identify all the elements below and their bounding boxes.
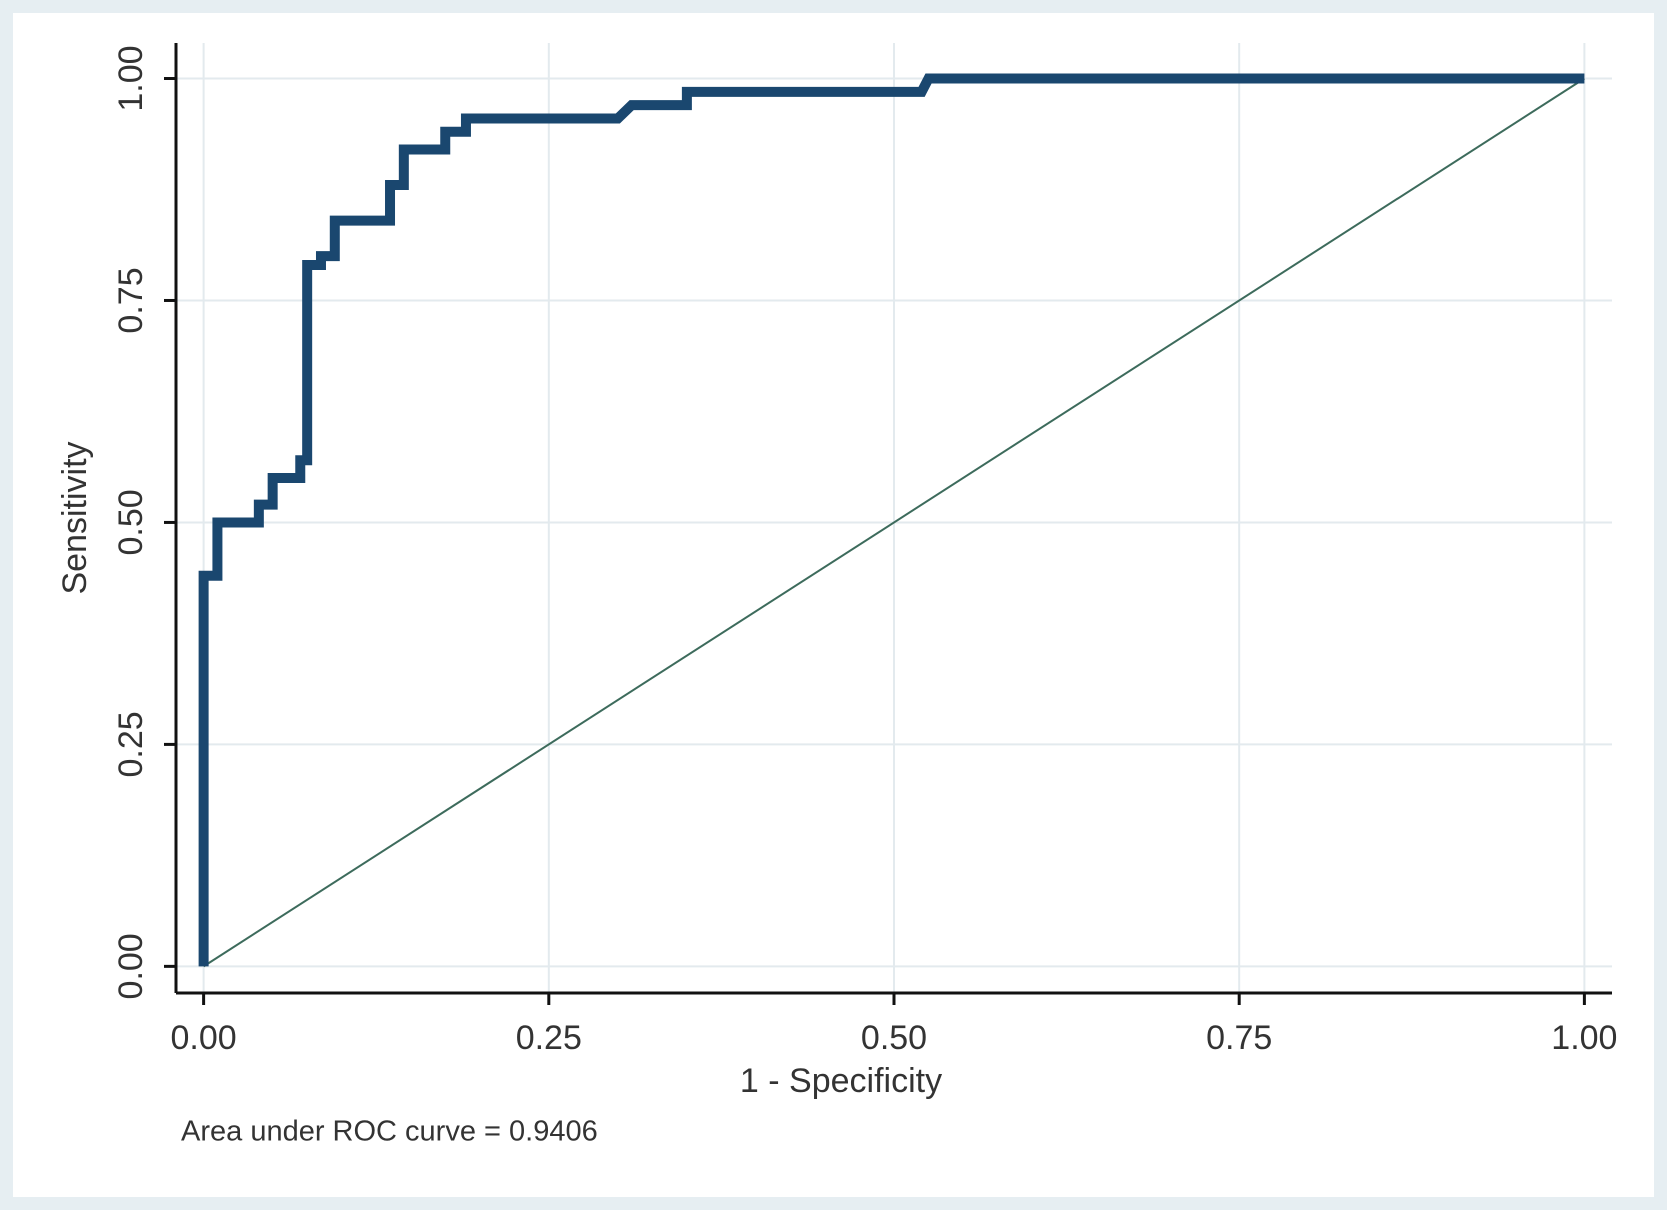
y-tick-label: 0.50 [112,489,150,555]
y-axis-title: Sensitivity [56,441,94,594]
x-tick-label: 0.50 [861,1019,927,1057]
x-tick-label: 0.00 [171,1019,237,1057]
y-tick-label: 0.00 [112,933,150,999]
x-tick-label: 0.75 [1206,1019,1272,1057]
y-tick-label: 1.00 [112,45,150,111]
x-axis-title: 1 - Specificity [740,1062,942,1100]
y-tick-label: 0.75 [112,267,150,333]
y-tick-label: 0.25 [112,711,150,777]
annotation: Area under ROC curve = 0.9406 [181,1116,598,1148]
x-tick-label: 0.25 [516,1019,582,1057]
x-tick-label: 1.00 [1551,1019,1617,1057]
plot-background [13,13,1654,1197]
roc-curve [198,73,1585,967]
reference-line [203,77,1585,968]
